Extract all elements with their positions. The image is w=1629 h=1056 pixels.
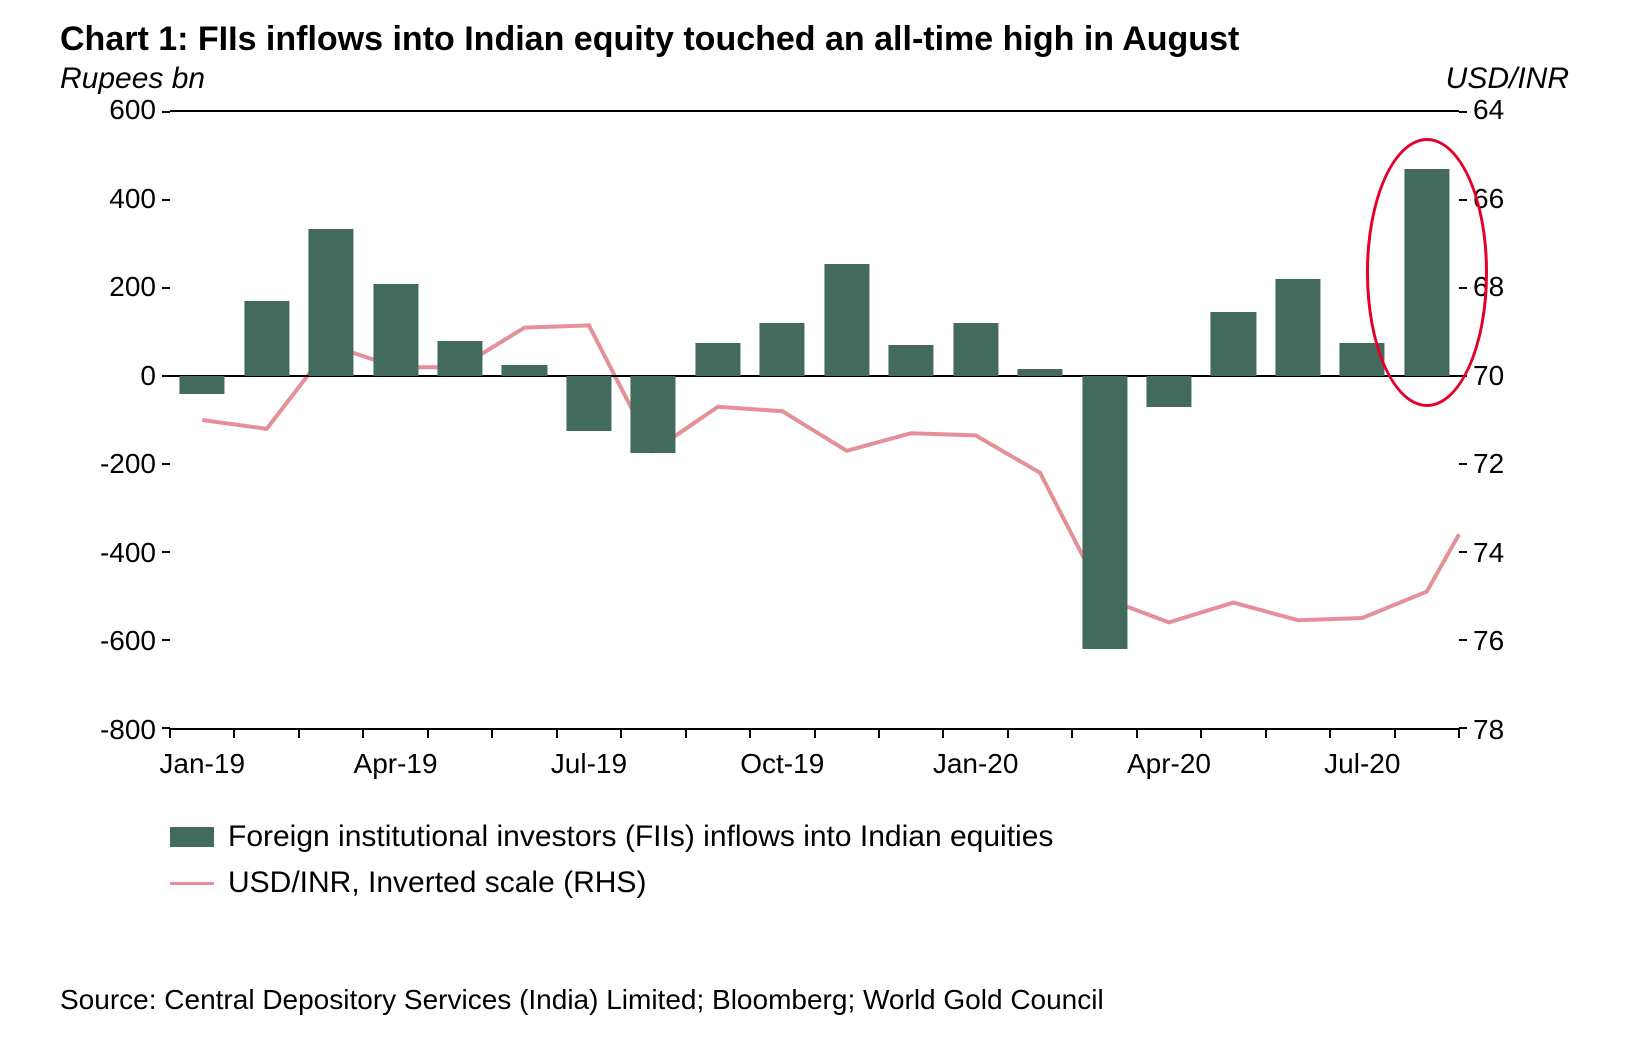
bar	[760, 323, 805, 376]
bar	[1082, 376, 1127, 649]
line-swatch-icon	[170, 882, 214, 885]
y-left-tick: -400	[60, 539, 170, 567]
y-right-tick: 74	[1459, 539, 1569, 567]
y-right-tick: 70	[1459, 362, 1569, 390]
chart-title: Chart 1: FIIs inflows into Indian equity…	[60, 20, 1569, 59]
y-left-tick: 600	[60, 96, 170, 124]
legend-item-line: USD/INR, Inverted scale (RHS)	[170, 866, 1053, 900]
bar-swatch-icon	[170, 827, 214, 847]
chart-area: 6004002000-200-400-600-800 6466687072747…	[60, 110, 1569, 790]
bar	[1146, 376, 1191, 407]
bar	[373, 284, 418, 376]
bar	[309, 229, 354, 376]
bar	[824, 264, 869, 376]
bar	[953, 323, 998, 376]
bar	[502, 365, 547, 376]
legend-line-label: USD/INR, Inverted scale (RHS)	[228, 866, 646, 900]
bar	[1275, 279, 1320, 376]
x-tick-label: Apr-19	[354, 748, 438, 780]
legend-bar-label: Foreign institutional investors (FIIs) i…	[228, 820, 1053, 854]
x-tick-label: Jul-19	[551, 748, 627, 780]
y-left-tick: -800	[60, 716, 170, 744]
x-tick-label: Jan-20	[933, 748, 1019, 780]
plot-area	[170, 110, 1459, 730]
y-right-tick: 64	[1459, 96, 1569, 124]
highlight-ellipse	[1366, 138, 1488, 406]
zero-axis-line	[170, 375, 1459, 377]
bar	[1018, 369, 1063, 376]
legend: Foreign institutional investors (FIIs) i…	[170, 820, 1053, 912]
bar	[695, 343, 740, 376]
bar	[437, 341, 482, 376]
bar	[180, 376, 225, 394]
y-right-tick: 78	[1459, 716, 1569, 744]
y-right-tick: 76	[1459, 627, 1569, 655]
line-series	[170, 112, 1459, 728]
y-axis-left-label: Rupees bn	[60, 62, 205, 96]
bar	[566, 376, 611, 431]
x-tick-label: Jul-20	[1324, 748, 1400, 780]
x-tick-label: Jan-19	[159, 748, 245, 780]
source-text: Source: Central Depository Services (Ind…	[60, 984, 1104, 1016]
y-left-tick: 0	[60, 362, 170, 390]
y-right-tick: 72	[1459, 450, 1569, 478]
bar	[1211, 312, 1256, 376]
y-axis-right-label: USD/INR	[1446, 62, 1569, 96]
bar	[889, 345, 934, 376]
y-left-tick: -600	[60, 627, 170, 655]
y-ticks-left: 6004002000-200-400-600-800	[60, 110, 170, 730]
y-left-tick: 400	[60, 185, 170, 213]
x-tick-label: Apr-20	[1127, 748, 1211, 780]
bar	[244, 301, 289, 376]
y-left-tick: 200	[60, 273, 170, 301]
y-left-tick: -200	[60, 450, 170, 478]
bar	[631, 376, 676, 453]
legend-item-bar: Foreign institutional investors (FIIs) i…	[170, 820, 1053, 854]
x-tick-label: Oct-19	[740, 748, 824, 780]
x-ticks: Jan-19Apr-19Jul-19Oct-19Jan-20Apr-20Jul-…	[170, 730, 1459, 790]
